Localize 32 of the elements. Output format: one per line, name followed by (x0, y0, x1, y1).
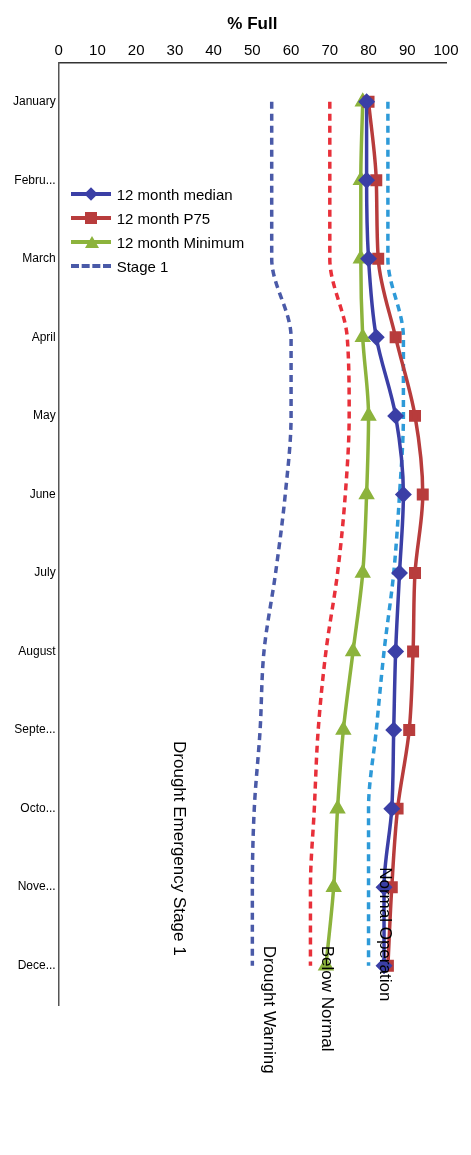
x-tick-label: 100 (433, 40, 459, 58)
legend-label: Stage 1 (116, 257, 169, 275)
legend-label: 12 month median (116, 185, 233, 203)
annotation: Drought Warning (259, 945, 279, 1074)
x-tick-label: 80 (360, 40, 377, 58)
legend-label: 12 month Minimum (116, 233, 245, 251)
y-tick-label: January (12, 93, 56, 108)
x-tick-label: 50 (244, 40, 261, 58)
y-tick-label: March (22, 251, 56, 266)
x-tick-label: 60 (282, 40, 300, 58)
y-tick-label: August (18, 643, 57, 658)
x-axis-title: % Full (227, 13, 278, 33)
y-tick-label: Dece... (17, 958, 56, 973)
annotation: Below Normal (317, 945, 337, 1052)
x-tick-label: 40 (205, 40, 222, 58)
y-tick-label: Febru... (14, 172, 56, 187)
annotation: Normal Operation (375, 867, 395, 1002)
x-tick-label: 70 (321, 40, 339, 58)
x-tick-label: 10 (89, 40, 106, 58)
x-tick-label: 30 (166, 40, 184, 58)
y-tick-label: April (31, 329, 56, 344)
y-tick-label: June (29, 486, 57, 501)
y-tick-label: July (34, 565, 56, 580)
y-tick-label: Nove... (17, 879, 56, 894)
x-tick-label: 90 (398, 40, 416, 58)
y-tick-label: Octo... (20, 800, 56, 815)
y-tick-label: May (33, 408, 56, 423)
legend-label: 12 month P75 (116, 209, 211, 227)
annotation: Drought Emergency Stage 1 (170, 741, 190, 956)
x-tick-label: 20 (127, 40, 145, 58)
x-tick-label: 0 (54, 40, 63, 58)
y-tick-label: Septe... (14, 722, 56, 737)
